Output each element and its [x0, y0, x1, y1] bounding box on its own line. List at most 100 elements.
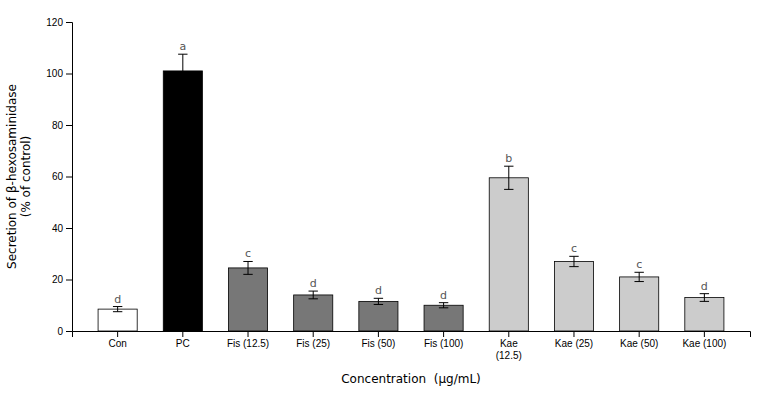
y-tick: 40: [52, 223, 72, 234]
error-bar-cap: [700, 301, 709, 302]
y-tick: 20: [52, 274, 72, 285]
tick-label-line: Con: [108, 338, 126, 349]
tick-mark: [66, 22, 72, 23]
error-bar: [634, 272, 643, 281]
y-axis-title: Secretion of β-hexosaminidase(% of contr…: [5, 84, 33, 269]
error-bar-cap: [634, 281, 643, 282]
tick-label-line: Fis (100): [424, 338, 463, 349]
significance-letter: c: [636, 258, 642, 271]
error-bar-cap: [569, 256, 578, 257]
axis-line: [73, 332, 751, 338]
significance-letter: d: [440, 289, 447, 302]
x-tick: Fis (12.5): [227, 331, 269, 349]
y-axis: 0 20 40 60 80 100 120: [46, 17, 72, 337]
bar: [554, 261, 593, 331]
tick-label: Fis (50): [361, 338, 395, 349]
y-tick: 0: [57, 326, 72, 337]
x-tick: Fis (25): [296, 331, 330, 349]
tick-mark: [508, 331, 509, 337]
error-bar-cap: [504, 166, 513, 167]
error-bar: [700, 294, 709, 302]
tick-mark: [378, 331, 379, 337]
significance-letter: a: [179, 40, 186, 53]
tick-mark: [182, 331, 183, 337]
y-tick: 120: [46, 17, 72, 28]
error-bar-stem: [639, 272, 640, 281]
bar: [228, 268, 267, 331]
error-bar: [243, 261, 252, 274]
x-axis: Con PC Fis (12.5) Fis (25) Fis (50) Fis (100)…: [73, 331, 751, 361]
error-bar: [113, 307, 122, 312]
significance-letter: b: [505, 152, 512, 165]
error-bar-cap: [243, 274, 252, 275]
tick-mark: [66, 74, 72, 75]
bar: [294, 295, 333, 331]
error-bar-cap: [439, 302, 448, 303]
tick-label: Fis (12.5): [227, 338, 269, 349]
error-bar: [309, 291, 318, 299]
error-bar-stem: [182, 54, 183, 87]
tick-mark: [66, 331, 72, 332]
bar: [98, 309, 137, 331]
tick-label-line: (12.5): [496, 350, 522, 361]
significance-letter: d: [375, 284, 382, 297]
tick-label: 80: [52, 120, 64, 131]
tick-label: 60: [52, 171, 64, 182]
y-tick: 80: [52, 120, 72, 131]
tick-label: 100: [46, 68, 63, 79]
x-tick: PC: [176, 331, 190, 349]
bar: [424, 305, 463, 331]
tick-label: Con: [108, 338, 126, 349]
tick-label: 20: [52, 274, 64, 285]
significance-letter: c: [245, 247, 251, 260]
tick-mark: [443, 331, 444, 337]
x-tick: Kae(12.5): [496, 331, 522, 361]
tick-label: 0: [57, 326, 63, 337]
tick-label-line: Kae (25): [555, 338, 593, 349]
error-bar-cap: [113, 311, 122, 312]
tick-label-line: Kae (50): [620, 338, 658, 349]
y-axis-title-line: Secretion of β-hexosaminidase: [5, 84, 19, 269]
error-bar-stem: [313, 291, 314, 299]
tick-label: Fis (100): [424, 338, 463, 349]
tick-label: Kae (25): [555, 338, 593, 349]
error-bar-stem: [248, 261, 249, 274]
x-tick: Kae (100): [682, 331, 726, 349]
error-bar-cap: [634, 272, 643, 273]
error-bar-cap: [309, 291, 318, 292]
tick-mark: [704, 331, 705, 337]
x-tick: Kae (50): [620, 331, 658, 349]
bar: [685, 298, 724, 331]
bar: [620, 277, 659, 331]
x-tick: Con: [108, 331, 126, 349]
tick-mark: [66, 177, 72, 178]
error-bar-stem: [573, 256, 574, 266]
error-bar-cap: [178, 87, 187, 88]
error-bar-stem: [117, 307, 118, 312]
x-axis-title: Concentration (μg/mL): [341, 372, 481, 386]
error-bar-cap: [243, 261, 252, 262]
significance-letter: d: [310, 277, 317, 290]
x-tick: Fis (50): [361, 331, 395, 349]
tick-mark: [66, 280, 72, 281]
tick-label-line: Fis (25): [296, 338, 330, 349]
tick-label: PC: [176, 338, 190, 349]
plot: dacdddbccdConPCFis (12.5)Fis (25)Fis (50…: [46, 17, 750, 361]
x-tick: Fis (100): [424, 331, 463, 349]
error-bar-cap: [700, 293, 709, 294]
error-bar-cap: [374, 304, 383, 305]
tick-label-line: Fis (12.5): [227, 338, 269, 349]
tick-mark: [313, 331, 314, 337]
error-bar-stem: [508, 166, 509, 189]
x-tick: Kae (25): [555, 331, 593, 349]
marks: [98, 54, 724, 331]
tick-mark: [248, 331, 249, 337]
bar: [359, 301, 398, 331]
y-tick: 60: [52, 171, 72, 182]
tick-mark: [117, 331, 118, 337]
tick-label: Fis (25): [296, 338, 330, 349]
error-bar-stem: [443, 303, 444, 308]
axis-line: [66, 23, 73, 332]
error-bar-cap: [374, 298, 383, 299]
chart: dacdddbccdConPCFis (12.5)Fis (25)Fis (50…: [0, 0, 765, 393]
